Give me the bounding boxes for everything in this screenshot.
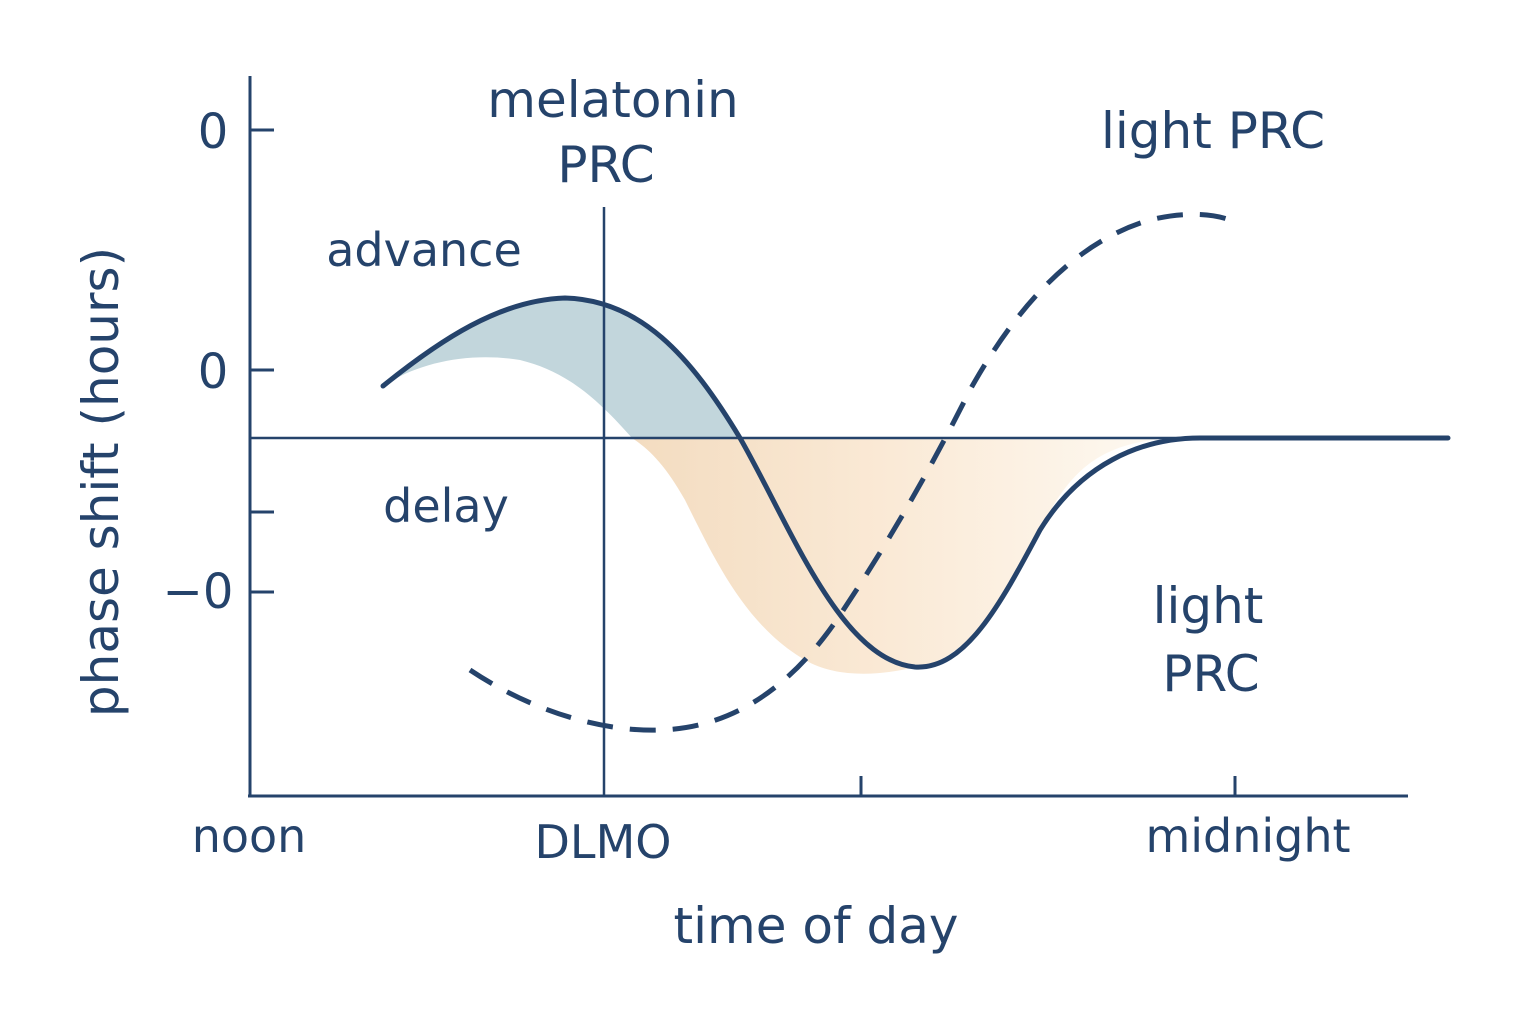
y-tick-label: 0 [198,344,229,400]
light-prc-curve [468,211,1237,733]
melatonin-prc-curve [380,295,1451,670]
y-axis-label: phase shift (hours) [72,247,130,717]
delay-region-fill [632,438,1180,674]
melatonin-prc-label-line1: melatonin [487,71,738,129]
advance-label: advance [326,223,522,277]
x-tick-label-midnight: midnight [1145,809,1350,863]
y-tick-label: −0 [163,564,234,620]
y-tick-label: 0 [198,104,229,160]
light-prc-label-bottom-line1: light [1153,577,1264,635]
melatonin-prc-label-line2: PRC [557,136,654,194]
x-axis-label: time of day [674,897,959,955]
delay-label: delay [383,479,509,533]
advance-region-fill [385,298,740,438]
light-prc-label-top: light PRC [1101,102,1325,160]
x-tick-label-dlmo: DLMO [535,815,672,869]
x-tick-label-noon: noon [192,809,307,863]
light-prc-label-bottom-line2: PRC [1162,645,1259,703]
